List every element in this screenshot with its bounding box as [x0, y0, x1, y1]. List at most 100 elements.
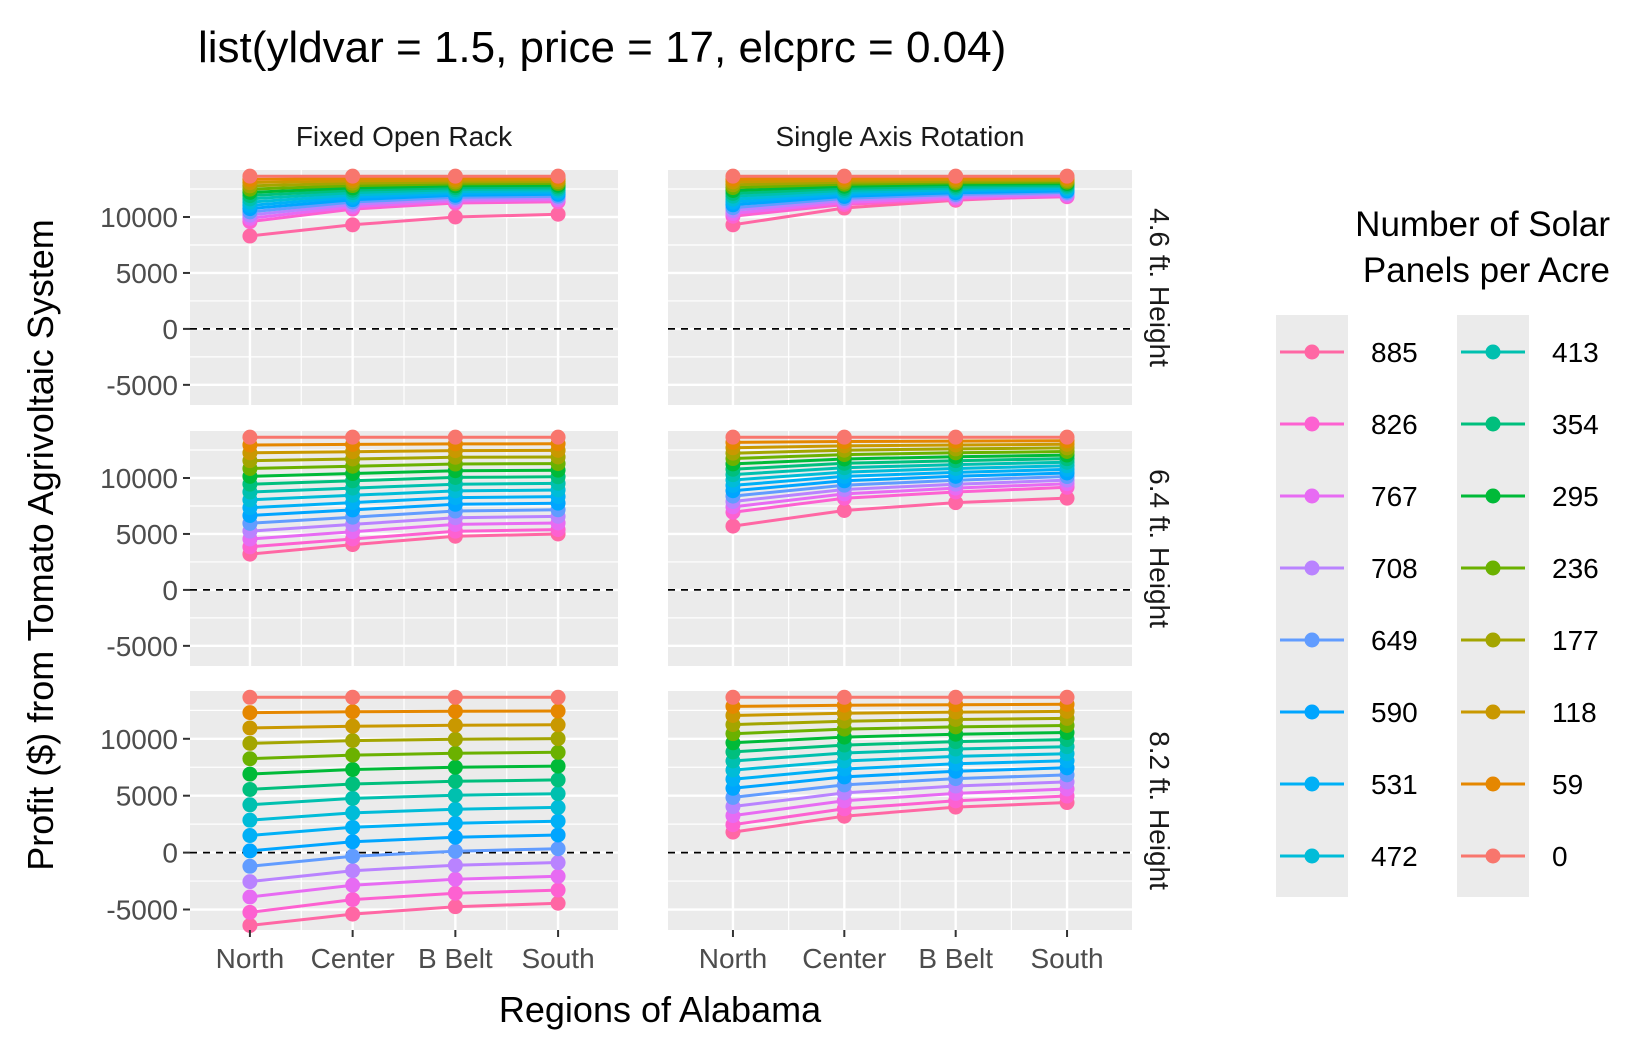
series-line-472: [249, 189, 559, 204]
data-point-0: [725, 689, 741, 705]
data-point-885: [550, 895, 566, 911]
series-line-413: [732, 184, 1068, 198]
strip-label-row: 8.2 ft. Height: [1144, 731, 1175, 890]
series-line-295: [249, 468, 559, 478]
legend-key-point: [1485, 560, 1501, 576]
series-line-649: [249, 508, 559, 525]
series-line-767: [732, 193, 1068, 215]
legend-label: 531: [1371, 769, 1418, 800]
series-line-590: [732, 189, 1068, 207]
legend-key-point: [1485, 344, 1501, 360]
series-line-59: [249, 709, 559, 715]
legend-label: 472: [1371, 841, 1418, 872]
data-point-236: [447, 745, 463, 761]
series-line-826: [249, 528, 559, 549]
series-line-413: [732, 460, 1068, 477]
x-tick-label: Center: [311, 943, 395, 974]
legend-key-point: [1304, 704, 1320, 720]
series-line-354: [249, 475, 559, 486]
series-line-531: [249, 495, 559, 510]
data-point-0: [836, 168, 852, 184]
data-point-649: [447, 843, 463, 859]
series-line-826: [732, 485, 1068, 514]
legend-label: 59: [1552, 769, 1583, 800]
data-point-767: [345, 877, 361, 893]
y-axis: -5000 0 5000 10000 -5000 0 5000 10000 -5000 0 5000…: [100, 202, 190, 926]
series-line-236: [732, 180, 1068, 190]
series-line-59: [732, 702, 1068, 708]
data-point-0: [242, 429, 258, 445]
strip-label-column: Fixed Open Rack: [296, 121, 513, 152]
series-line-649: [732, 475, 1068, 498]
data-point-236: [242, 751, 258, 767]
x-tick-label: North: [216, 943, 284, 974]
data-point-295: [550, 758, 566, 774]
legend-label: 236: [1552, 553, 1599, 584]
data-point-708: [447, 857, 463, 873]
data-point-767: [447, 871, 463, 887]
legend-label: 177: [1552, 625, 1599, 656]
data-point-0: [1059, 689, 1075, 705]
panel-0-1: [668, 170, 1132, 405]
series-line-472: [732, 464, 1068, 482]
data-point-531: [345, 819, 361, 835]
series-line-767: [249, 198, 559, 220]
series-line-236: [249, 181, 559, 191]
series-line-177: [732, 446, 1068, 455]
series-line-531: [732, 467, 1068, 487]
data-point-885: [550, 206, 566, 222]
series-line-885: [249, 901, 559, 927]
data-point-0: [345, 429, 361, 445]
y-tick-label: 0: [162, 575, 178, 606]
series-line-177: [732, 179, 1068, 187]
data-point-826: [447, 885, 463, 901]
series-line-354: [732, 183, 1068, 195]
data-point-0: [725, 168, 741, 184]
data-point-413: [550, 786, 566, 802]
y-tick-label: -5000: [106, 631, 178, 662]
series-line-531: [249, 191, 559, 207]
data-point-59: [345, 704, 361, 720]
series-line-236: [249, 750, 559, 761]
series-line-826: [732, 794, 1068, 827]
series-group-2-1: [725, 689, 1075, 840]
series-line-236: [732, 724, 1068, 736]
series-line-885: [732, 496, 1068, 528]
data-point-0: [447, 689, 463, 705]
data-point-472: [447, 801, 463, 817]
data-point-354: [345, 776, 361, 792]
data-point-767: [550, 868, 566, 884]
legend-key-point: [1304, 344, 1320, 360]
data-point-118: [447, 717, 463, 733]
series-line-590: [732, 766, 1068, 790]
data-point-708: [242, 874, 258, 890]
data-point-590: [345, 834, 361, 850]
data-point-885: [725, 518, 741, 534]
data-point-177: [550, 731, 566, 747]
y-tick-label: 10000: [100, 724, 178, 755]
x-axis: North Center B Belt South North Center B Belt S…: [216, 930, 1104, 974]
data-point-0: [948, 689, 964, 705]
x-tick-label: South: [1030, 943, 1103, 974]
series-line-885: [249, 532, 559, 556]
panel-0-0: [190, 170, 618, 405]
legend-key-point: [1304, 488, 1320, 504]
x-tick-label: South: [521, 943, 594, 974]
y-tick-label: 0: [162, 838, 178, 869]
data-point-885: [1059, 490, 1075, 506]
x-axis-title: Regions of Alabama: [499, 989, 822, 1030]
data-point-59: [550, 703, 566, 719]
series-line-767: [732, 482, 1068, 509]
chart-title: list(yldvar = 1.5, price = 17, elcprc = …: [198, 23, 1006, 72]
data-point-826: [550, 882, 566, 898]
legend-label: 590: [1371, 697, 1418, 728]
series-line-413: [249, 187, 559, 201]
data-point-0: [836, 429, 852, 445]
legend-label: 826: [1371, 409, 1418, 440]
legend-label: 0: [1552, 841, 1568, 872]
data-point-0: [550, 168, 566, 184]
legend-key-point: [1485, 632, 1501, 648]
data-point-826: [242, 904, 258, 920]
series-line-354: [249, 185, 559, 198]
data-point-0: [948, 429, 964, 445]
